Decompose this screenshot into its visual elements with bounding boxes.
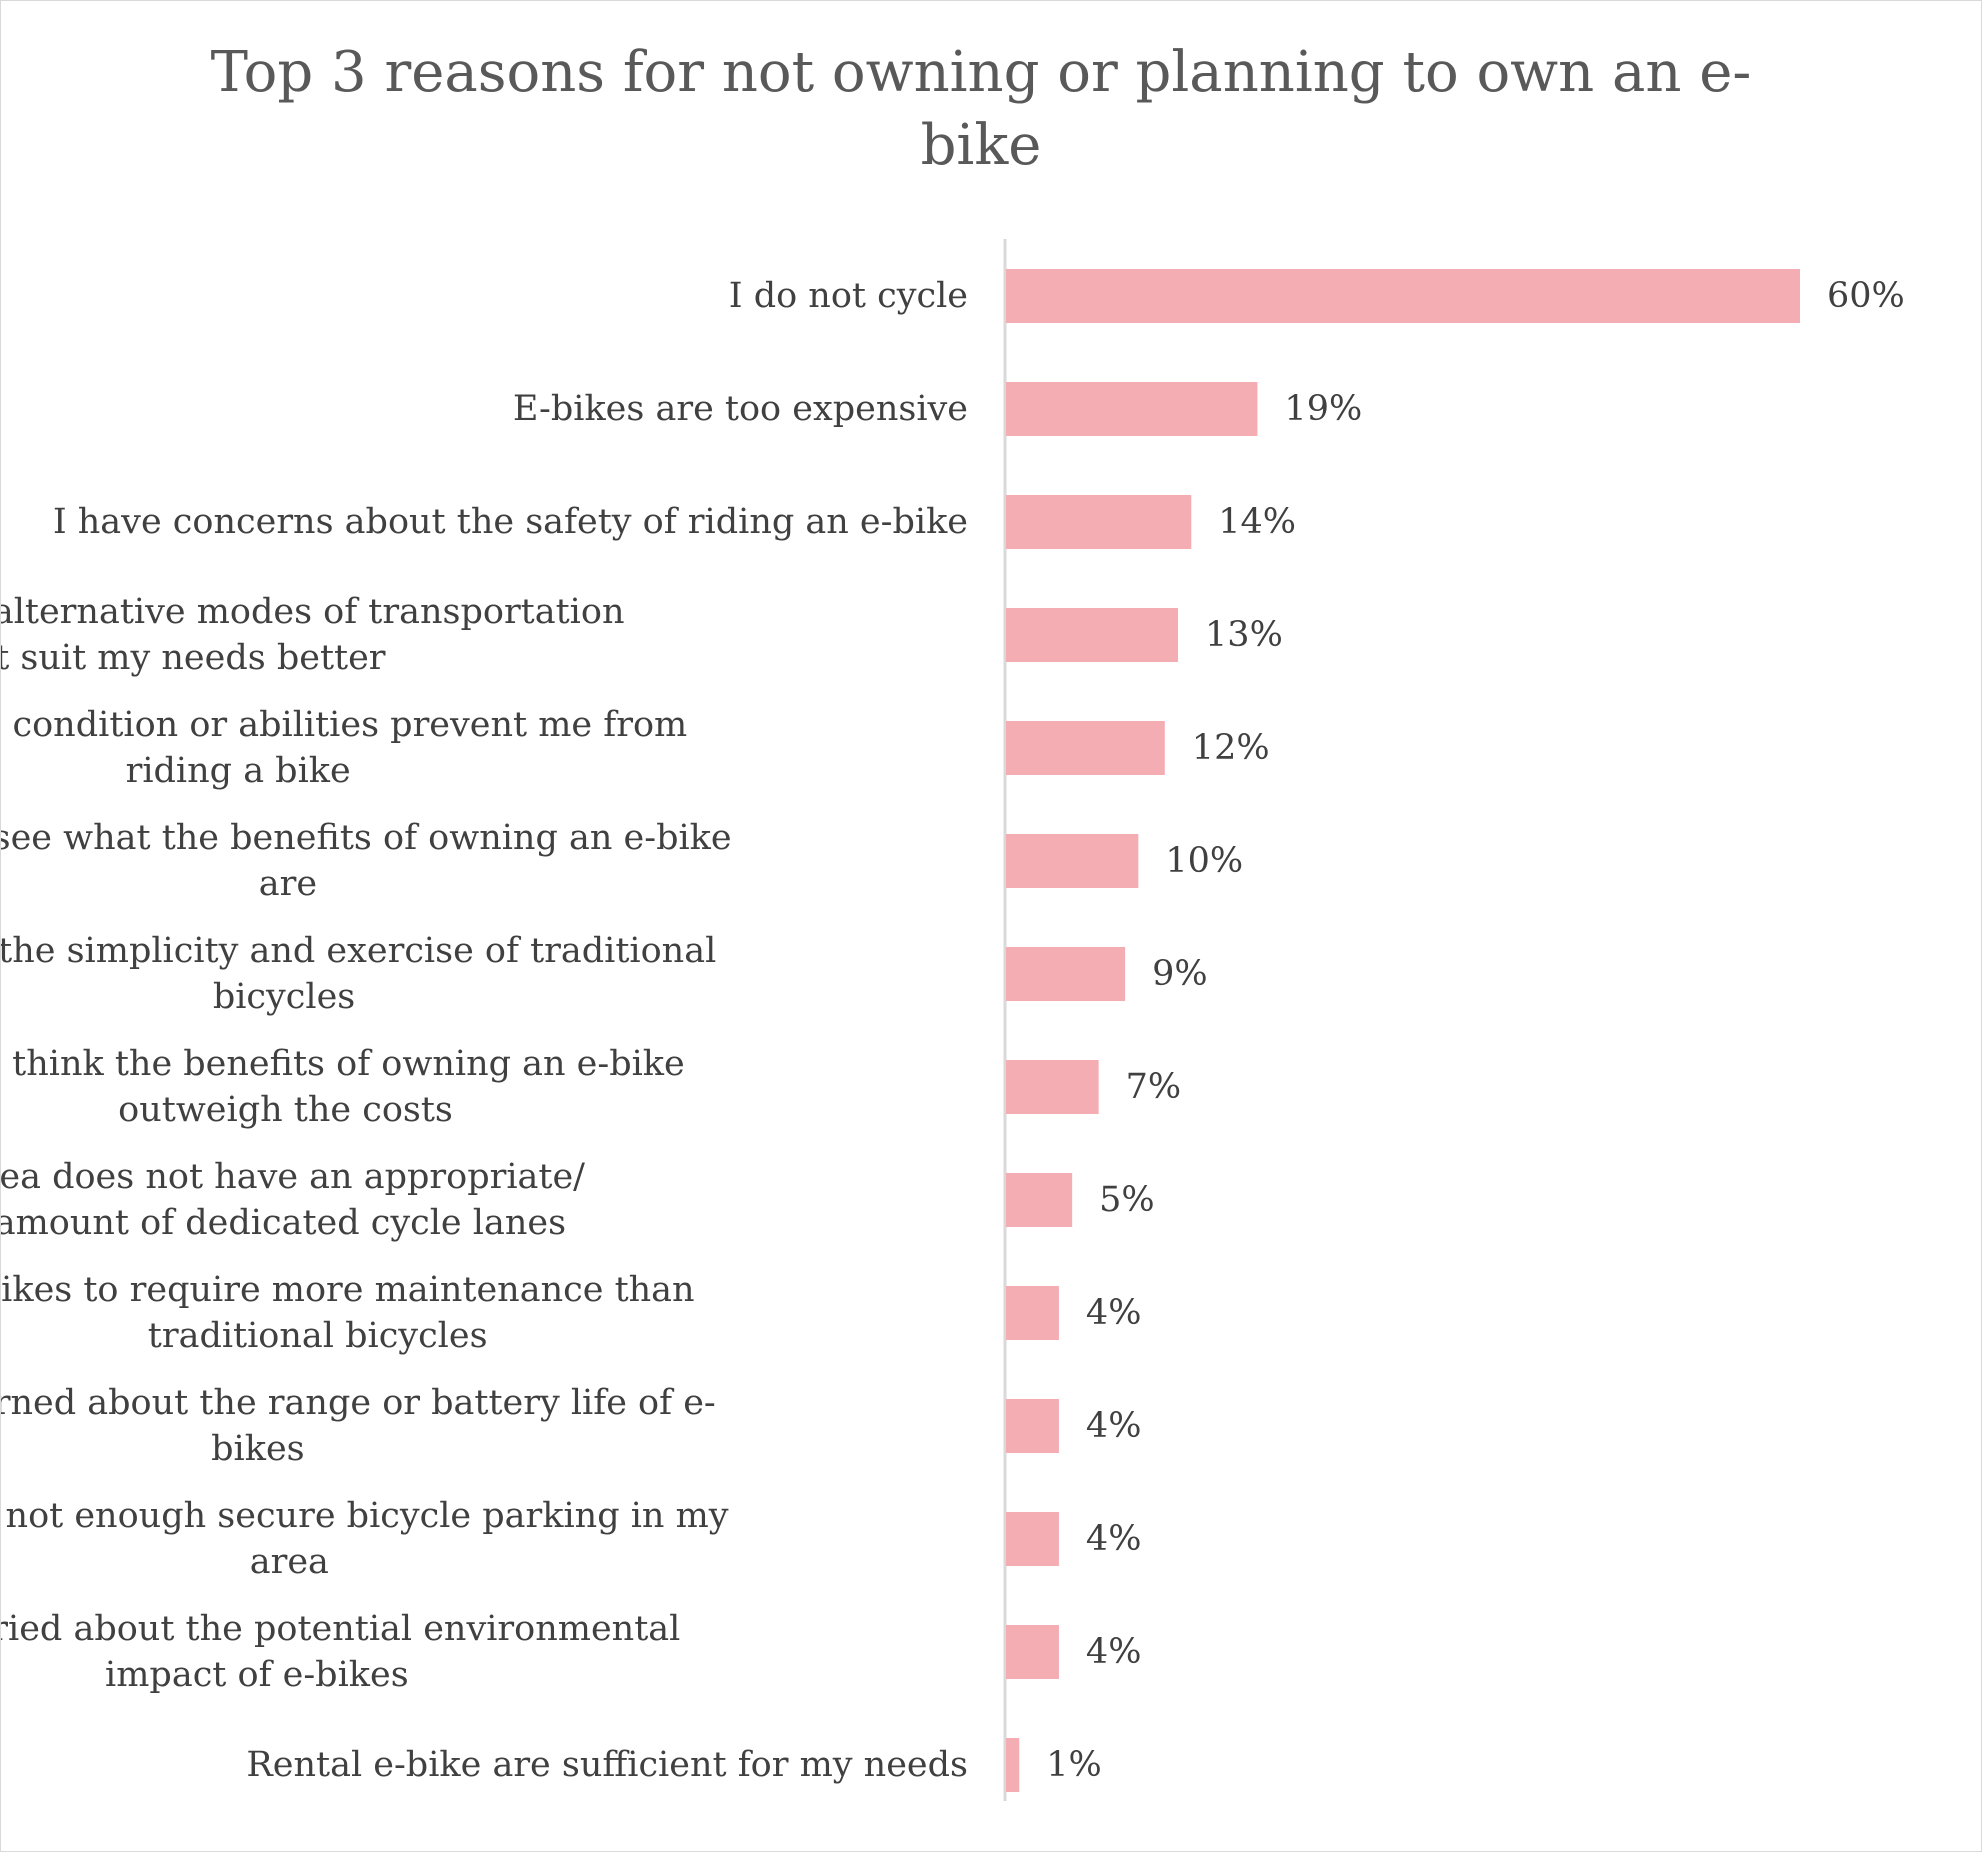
category-label-line: impact of e-bikes: [105, 1655, 409, 1695]
bar: [1006, 1060, 1099, 1114]
bar: [1006, 1173, 1073, 1227]
category-label-line: I am worried about the potential environ…: [1, 1609, 680, 1649]
bar: [1006, 1512, 1059, 1566]
category-label-line: My local area does not have an appropria…: [1, 1157, 585, 1197]
category-label-line: bikes: [211, 1429, 304, 1469]
category-label-line: traditional bicycles: [148, 1316, 488, 1356]
category-label-line: I do not see what the benefits of owning…: [1, 818, 732, 858]
bar: [1006, 1286, 1059, 1340]
category-label-line: I don't think the benefits of owning an …: [1, 1044, 685, 1084]
bar: [1006, 495, 1192, 549]
category-label: Rental e-bike are sufficient for my need…: [246, 1745, 968, 1785]
data-label: 4%: [1086, 1293, 1142, 1333]
category-label-line: I prefer the simplicity and exercise of …: [1, 931, 716, 971]
data-label: 60%: [1827, 276, 1905, 316]
bar: [1006, 382, 1258, 436]
category-label-line: I have access to alternative modes of tr…: [1, 592, 624, 632]
data-label: 9%: [1152, 954, 1208, 994]
category-label-line: riding a bike: [126, 751, 351, 791]
category-label: I am worried about the potential environ…: [1, 1609, 680, 1695]
data-label: 4%: [1086, 1406, 1142, 1446]
data-label: 5%: [1099, 1180, 1155, 1220]
chart-title-line-1: Top 3 reasons for not owning or planning…: [210, 40, 1752, 105]
chart-title: Top 3 reasons for not owning or planning…: [101, 36, 1861, 182]
bar: [1006, 1738, 1020, 1792]
category-label: My physical condition or abilities preve…: [1, 705, 687, 791]
category-label-line: I do not cycle: [729, 276, 968, 316]
category-label-line: are: [259, 864, 317, 904]
data-label: 4%: [1086, 1632, 1142, 1672]
bar: [1006, 947, 1126, 1001]
category-label-line: My physical condition or abilities preve…: [1, 705, 687, 745]
category-label-line: E-bikes to require more maintenance than: [1, 1270, 695, 1310]
category-label-line: sufficient amount of dedicated cycle lan…: [1, 1203, 566, 1243]
data-label: 14%: [1218, 502, 1296, 542]
chart-title-line-2: bike: [920, 113, 1042, 178]
category-label-line: Rental e-bike are sufficient for my need…: [246, 1745, 968, 1785]
category-label: There is not enough secure bicycle parki…: [1, 1496, 729, 1582]
data-label: 12%: [1192, 728, 1270, 768]
category-label-line: bicycles: [213, 977, 355, 1017]
category-label: I am concerned about the range or batter…: [1, 1383, 716, 1469]
bar: [1006, 608, 1179, 662]
bar: [1006, 834, 1139, 888]
category-label-line: I have concerns about the safety of ridi…: [53, 502, 968, 542]
bar: [1006, 721, 1165, 775]
category-label-line: I am concerned about the range or batter…: [1, 1383, 716, 1423]
data-label: 13%: [1205, 615, 1283, 655]
category-label: E-bikes to require more maintenance than…: [1, 1270, 695, 1356]
category-label-line: There is not enough secure bicycle parki…: [1, 1496, 729, 1536]
category-label: I do not cycle: [729, 276, 968, 316]
category-label: E-bikes are too expensive: [513, 389, 968, 429]
data-label: 7%: [1126, 1067, 1182, 1107]
category-label: I do not see what the benefits of owning…: [1, 818, 732, 904]
data-label: 1%: [1046, 1745, 1102, 1785]
category-label: I prefer the simplicity and exercise of …: [1, 931, 716, 1017]
bar: [1006, 1625, 1059, 1679]
bar: [1006, 1399, 1059, 1453]
category-label: My local area does not have an appropria…: [1, 1157, 585, 1243]
data-label: 19%: [1284, 389, 1362, 429]
bar: [1006, 269, 1800, 323]
category-label: I don't think the benefits of owning an …: [1, 1044, 685, 1130]
category-label-line: area: [250, 1542, 329, 1582]
data-label: 10%: [1165, 841, 1243, 881]
category-label: I have concerns about the safety of ridi…: [53, 502, 968, 542]
category-label-line: outweigh the costs: [118, 1090, 453, 1130]
category-label: I have access to alternative modes of tr…: [1, 592, 624, 678]
data-label: 4%: [1086, 1519, 1142, 1559]
category-label-line: E-bikes are too expensive: [513, 389, 968, 429]
category-label-line: that suit my needs better: [1, 638, 386, 678]
